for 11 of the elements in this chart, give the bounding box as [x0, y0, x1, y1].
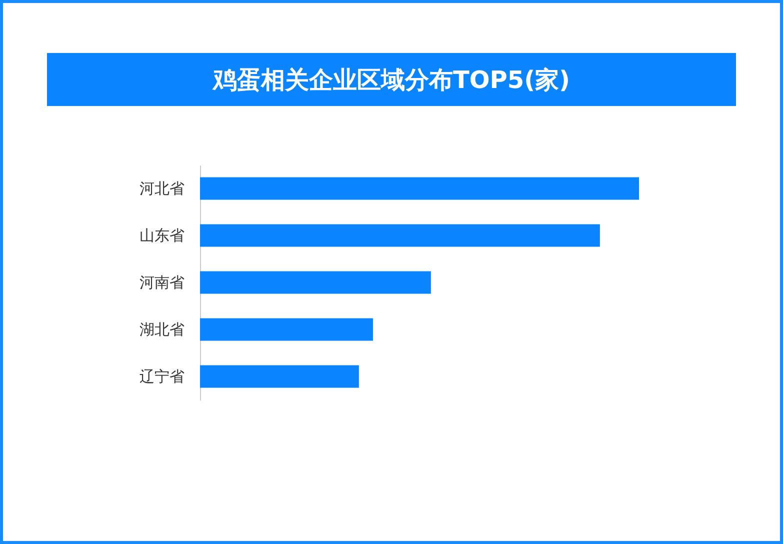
bar [200, 224, 600, 247]
y-tick-label: 山东省 [140, 226, 184, 244]
y-tick-label: 湖北省 [140, 320, 184, 338]
bar [200, 318, 373, 341]
bar [200, 177, 639, 200]
y-tick-label: 河北省 [140, 180, 184, 198]
y-tick-label: 辽宁省 [140, 368, 184, 386]
bar [200, 271, 431, 294]
bar [200, 365, 359, 388]
chart-title: 鸡蛋相关企业区域分布TOP5(家) [47, 53, 736, 106]
y-tick-label: 河南省 [140, 274, 184, 292]
